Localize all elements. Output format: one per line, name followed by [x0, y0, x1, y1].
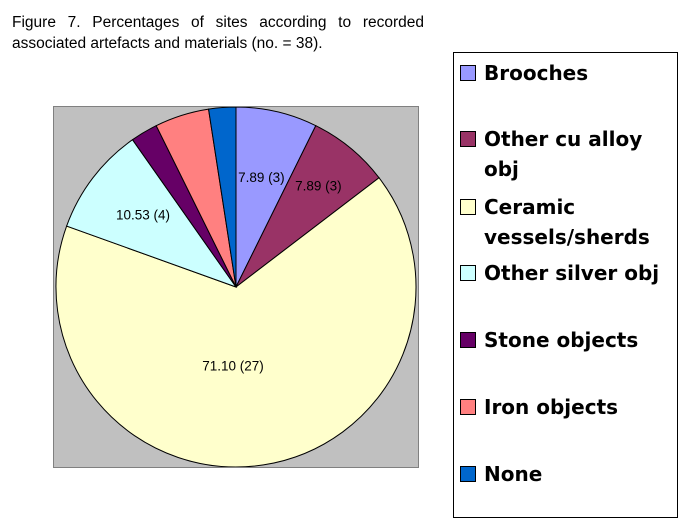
legend-swatch [460, 265, 476, 281]
pie-slice-none [207, 107, 237, 288]
plot-area: 7.89 (3) 7.89 (3) 71.10 (27) 10.53 (4) [53, 106, 419, 468]
legend-swatch [460, 399, 476, 415]
pie-slice-ceramic-vessels-sherds [55, 177, 417, 467]
legend-label: None [484, 462, 543, 486]
pie-slice-other-silver-obj [65, 139, 238, 289]
legend-label: Brooches [484, 61, 589, 85]
legend-swatch [460, 199, 476, 215]
legend-label: Other cu alloy obj [484, 127, 643, 181]
legend-label: Iron objects [484, 395, 619, 419]
legend-swatch [460, 65, 476, 81]
data-label: 7.89 (3) [238, 170, 285, 185]
legend-swatch [460, 131, 476, 147]
legend-label: Other silver obj [484, 261, 660, 285]
pie-chart: 7.89 (3) 7.89 (3) 71.10 (27) 10.53 (4) [55, 107, 417, 467]
legend-label: Stone objects [484, 328, 639, 352]
legend: Brooches Other cu alloy obj Ceramic vessel… [453, 52, 678, 518]
figure-caption: Figure 7. Percentages of sites according… [12, 14, 424, 52]
legend-label: Ceramic vessels/sherds [484, 195, 650, 249]
data-label: 7.89 (3) [295, 179, 342, 194]
data-label: 10.53 (4) [116, 208, 170, 223]
legend-swatch [460, 466, 476, 482]
data-label: 71.10 (27) [202, 359, 264, 374]
legend-swatch [460, 332, 476, 348]
